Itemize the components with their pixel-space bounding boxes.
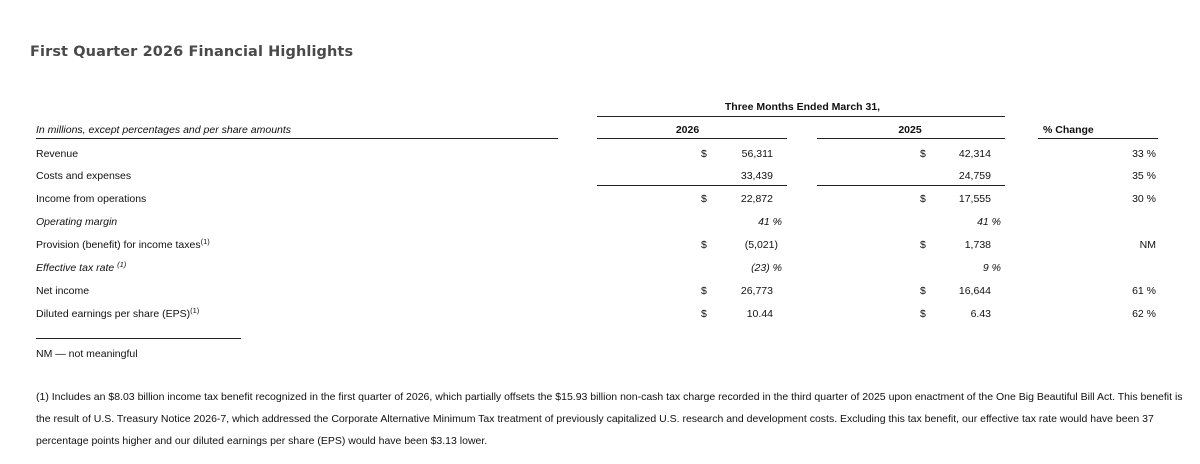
dollar-sign: $	[701, 285, 707, 297]
subtotal-rule-2025	[817, 185, 1005, 186]
value-2026: 56,311	[741, 148, 773, 160]
row-label: Costs and expenses	[36, 170, 132, 182]
value-2026: 33,439	[740, 170, 773, 182]
period-header-rule	[597, 116, 1005, 117]
change-value: 61 %	[1132, 285, 1156, 297]
table-row: Provision (benefit) for income taxes(1)	[36, 238, 210, 252]
value-2025: 42,314	[958, 148, 991, 160]
row-label: Income from operations	[36, 193, 147, 205]
dollar-sign: $	[701, 193, 707, 205]
header-rule-label	[36, 138, 558, 139]
table-row: Diluted earnings per share (EPS)(1)	[36, 307, 199, 321]
table-row: Costs and expenses	[36, 169, 131, 183]
header-rule-2026	[597, 138, 787, 139]
row-label: Operating margin	[36, 216, 118, 228]
row-label: Net income	[36, 285, 90, 297]
change-value: NM	[1139, 239, 1156, 251]
footnote-line-3: percentage points higher and our diluted…	[36, 435, 488, 447]
value-2025: 9 %	[982, 262, 1001, 274]
value-2025: 41 %	[977, 216, 1001, 228]
value-2025: 17,555	[958, 193, 991, 205]
footnote-separator	[36, 338, 241, 339]
value-2026: (5,021)	[744, 239, 778, 251]
subtotal-rule-2026	[597, 185, 787, 186]
value-2025: 24,759	[958, 170, 991, 182]
footnote-line-2: the result of U.S. Treasury Notice 2026-…	[36, 413, 1154, 425]
change-value: 35 %	[1132, 170, 1156, 182]
row-label: Revenue	[36, 148, 79, 160]
dollar-sign: $	[920, 193, 926, 205]
footnote-ref: (1)	[190, 306, 200, 315]
row-label: Diluted earnings per share (EPS)	[36, 308, 191, 320]
units-label: In millions, except percentages and per …	[36, 124, 292, 136]
page-title: First Quarter 2026 Financial Highlights	[30, 44, 354, 60]
dollar-sign: $	[701, 239, 707, 251]
change-value: 33 %	[1132, 148, 1156, 160]
header-rule-2025	[817, 138, 1005, 139]
change-value: 30 %	[1132, 193, 1156, 205]
table-row: Revenue	[36, 147, 78, 161]
header-rule-change	[1038, 138, 1158, 139]
row-label: Effective tax rate	[36, 262, 118, 274]
value-2025: 6.43	[970, 308, 991, 320]
footnote-ref: (1)	[200, 237, 210, 246]
dollar-sign: $	[920, 308, 926, 320]
value-2026: 26,773	[740, 285, 773, 297]
dollar-sign: $	[701, 148, 707, 160]
nm-note: NM — not meaningful	[36, 348, 138, 360]
value-2026: 41 %	[758, 216, 782, 228]
table-row: Net income	[36, 284, 89, 298]
table-row: Operating margin	[36, 215, 117, 229]
dollar-sign: $	[920, 239, 926, 251]
footnote-ref: (1)	[117, 260, 127, 269]
row-label: Provision (benefit) for income taxes	[36, 239, 201, 251]
table-row: Income from operations	[36, 192, 146, 206]
value-2026: 22,872	[740, 193, 773, 205]
value-2025: 1,738	[964, 239, 991, 251]
dollar-sign: $	[920, 148, 926, 160]
col-header-change: % Change	[1043, 124, 1094, 136]
table-row: Effective tax rate (1)	[36, 261, 126, 275]
col-header-2026: 2026	[675, 124, 700, 136]
value-2025: 16,644	[958, 285, 991, 297]
dollar-sign: $	[920, 285, 926, 297]
value-2026: 10.44	[746, 308, 773, 320]
dollar-sign: $	[701, 308, 707, 320]
value-2026: (23) %	[751, 262, 782, 274]
col-header-2025: 2025	[898, 124, 922, 136]
period-header: Three Months Ended March 31,	[724, 101, 881, 113]
footnote-line-1: (1) Includes an $8.03 billion income tax…	[36, 391, 1183, 403]
change-value: 62 %	[1132, 308, 1156, 320]
